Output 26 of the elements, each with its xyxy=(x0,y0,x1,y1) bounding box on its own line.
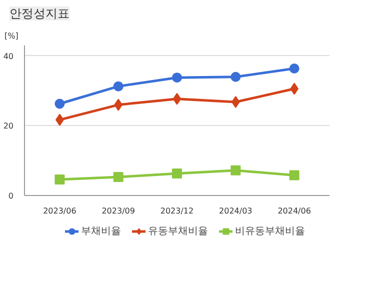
point xyxy=(289,64,300,74)
legend-label: 비유동부채비율 xyxy=(235,225,305,238)
point xyxy=(172,92,182,105)
y-tick-label: 40 xyxy=(3,52,14,61)
point xyxy=(289,170,300,180)
legend-label: 유동부채비율 xyxy=(148,225,208,238)
point xyxy=(230,165,241,176)
point xyxy=(113,81,124,92)
chart-title: 안정성지표 xyxy=(10,6,70,20)
x-tick-label: 2024/03 xyxy=(219,206,252,216)
x-tick-label: 2023/06 xyxy=(43,206,76,216)
legend-label: 부채비율 xyxy=(81,225,121,238)
point xyxy=(172,72,182,83)
y-axis-title: [%] xyxy=(4,32,18,40)
x-tick-label: 2023/12 xyxy=(160,206,194,216)
point xyxy=(54,174,65,184)
y-tick-label: 0 xyxy=(8,192,14,200)
x-tick-label: 2023/09 xyxy=(102,206,135,216)
point xyxy=(114,98,123,111)
point xyxy=(231,96,240,108)
point xyxy=(113,172,124,182)
point xyxy=(54,98,65,109)
point xyxy=(172,168,182,179)
point xyxy=(230,72,241,82)
x-tick-label: 2024/06 xyxy=(278,206,311,216)
y-tick-label: 20 xyxy=(3,122,14,131)
